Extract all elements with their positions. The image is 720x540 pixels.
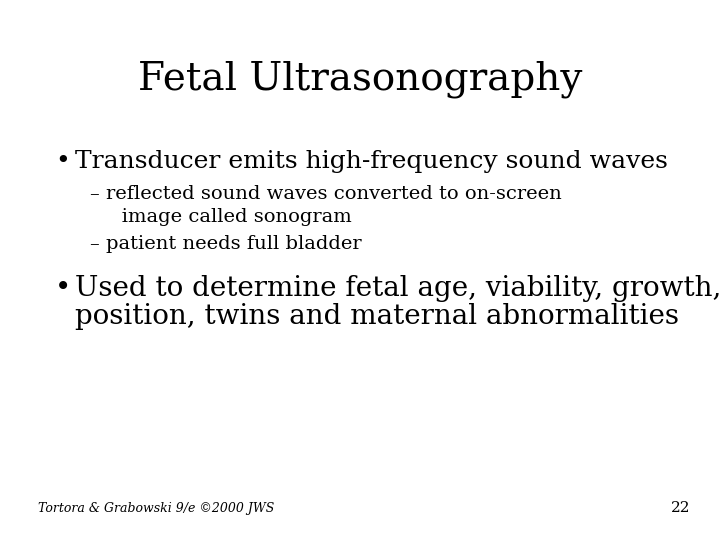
- Text: Fetal Ultrasonography: Fetal Ultrasonography: [138, 60, 582, 98]
- Text: •: •: [55, 150, 70, 173]
- Text: 22: 22: [670, 501, 690, 515]
- Text: Used to determine fetal age, viability, growth,: Used to determine fetal age, viability, …: [75, 275, 720, 302]
- Text: Transducer emits high-frequency sound waves: Transducer emits high-frequency sound wa…: [75, 150, 668, 173]
- Text: Tortora & Grabowski 9/e ©2000 JWS: Tortora & Grabowski 9/e ©2000 JWS: [38, 502, 274, 515]
- Text: image called sonogram: image called sonogram: [103, 208, 352, 226]
- Text: position, twins and maternal abnormalities: position, twins and maternal abnormaliti…: [75, 303, 679, 330]
- Text: •: •: [55, 275, 71, 302]
- Text: – reflected sound waves converted to on-screen: – reflected sound waves converted to on-…: [90, 185, 562, 203]
- Text: – patient needs full bladder: – patient needs full bladder: [90, 235, 361, 253]
